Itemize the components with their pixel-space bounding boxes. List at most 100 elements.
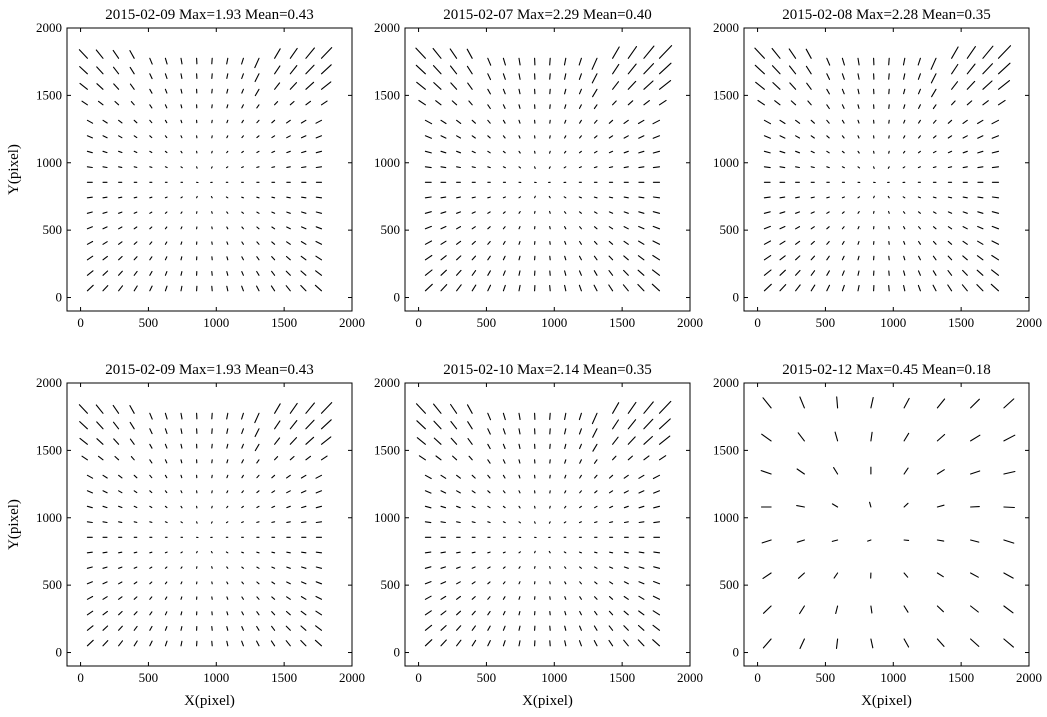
vector-arrow [133,596,138,600]
vector-field [754,45,1012,292]
vector-arrow [440,240,447,245]
vector-arrow [86,639,94,647]
panel-5: 2015-02-10 Max=2.14 Mean=0.35 0 500 1000 150… [374,362,703,709]
vector-arrow [502,255,506,261]
vector-arrow [471,226,476,230]
vector-arrow [518,474,521,479]
vector-arrow [133,611,138,616]
vector-arrow [180,73,183,79]
vector-arrow [118,551,123,554]
vector-arrow [549,412,551,420]
vector-arrow [285,285,291,292]
vector-arrow [947,150,953,154]
vector-arrow [241,490,244,494]
vector-arrow [966,100,973,106]
vector-arrow [149,285,153,292]
vector-arrow [518,610,521,616]
vector-arrow [256,521,260,523]
x-tick-label: 1000 [203,670,229,685]
vector-arrow [608,639,614,647]
x-tick-label: 1000 [541,670,567,685]
vector-arrow [96,66,104,75]
vector-arrow [652,119,661,125]
vector-arrow [887,166,890,169]
vector-arrow [652,211,661,214]
vector-arrow [841,73,845,80]
x-tick-label: 0 [77,315,84,330]
vector-arrow [903,284,906,292]
vector-arrow [826,196,830,199]
vector-arrow [658,99,667,106]
panel-title: 2015-02-08 Max=2.28 Mean=0.35 [782,7,991,23]
vector-arrow [241,150,244,154]
y-tick-label: 1000 [374,155,400,170]
vector-arrow [241,474,244,479]
vector-arrow [549,210,551,214]
vector-arrow [997,62,1011,75]
vector-arrow [86,135,93,139]
vector-arrow [841,226,845,230]
vector-arrow [86,474,94,479]
vector-arrow [903,119,906,124]
x-tick-label: 2000 [339,670,365,685]
vector-arrow [917,284,921,292]
vector-arrow [578,211,582,214]
vector-arrow [502,57,506,66]
vector-arrow [487,566,491,569]
vector-arrow [593,135,598,139]
panel-2: 2015-02-07 Max=2.29 Mean=0.40 0 500 1000 150… [374,7,703,330]
vector-arrow [256,196,260,199]
y-tick-label: 500 [720,577,740,592]
vector-arrow [180,428,183,434]
vector-arrow [149,566,153,569]
vector-arrow [211,150,213,154]
vector-arrow [254,443,260,452]
vector-arrow [612,81,620,90]
vector-arrow [932,240,937,245]
vector-arrow [256,285,260,292]
plot-frame [404,382,691,667]
vector-arrow [841,240,845,245]
y-tick-label: 1500 [713,87,739,102]
vector-arrow [652,196,661,199]
vector-arrow [638,474,645,479]
vector-arrow [549,57,551,66]
vector-arrow [86,581,93,585]
vector-arrow [118,474,123,479]
vector-arrow [826,166,830,169]
vector-arrow [424,166,432,169]
vector-arrow [487,119,491,124]
vector-arrow [638,505,645,509]
vector-arrow [416,437,426,445]
vector-arrow [534,521,536,524]
vector-arrow [997,80,1011,90]
vector-arrow [271,256,276,261]
vector-arrow [932,270,937,276]
vector-arrow [456,610,462,616]
vector-arrow [118,166,123,168]
vector-arrow [164,505,168,509]
vector-arrow [609,581,614,585]
vector-arrow [869,501,872,508]
vector-arrow [149,640,153,647]
vector-arrow [627,80,637,90]
vector-arrow [320,81,332,90]
vector-arrow [424,254,433,261]
vector-arrow [241,412,244,420]
vector-arrow [487,104,491,110]
vector-arrow [241,443,244,449]
vector-arrow [241,88,244,94]
vector-arrow [305,47,315,59]
vector-arrow [564,490,567,494]
vector-arrow [991,240,1000,245]
vector-arrow [149,211,153,214]
vector-arrow [102,581,108,585]
vector-arrow [180,196,183,199]
vector-arrow [274,420,281,430]
vector-arrow [102,505,108,509]
vector-arrow [623,119,629,124]
vector-arrow [991,254,1000,261]
vector-arrow [180,150,183,154]
vector-arrow [274,82,281,90]
vector-arrow [966,80,976,90]
